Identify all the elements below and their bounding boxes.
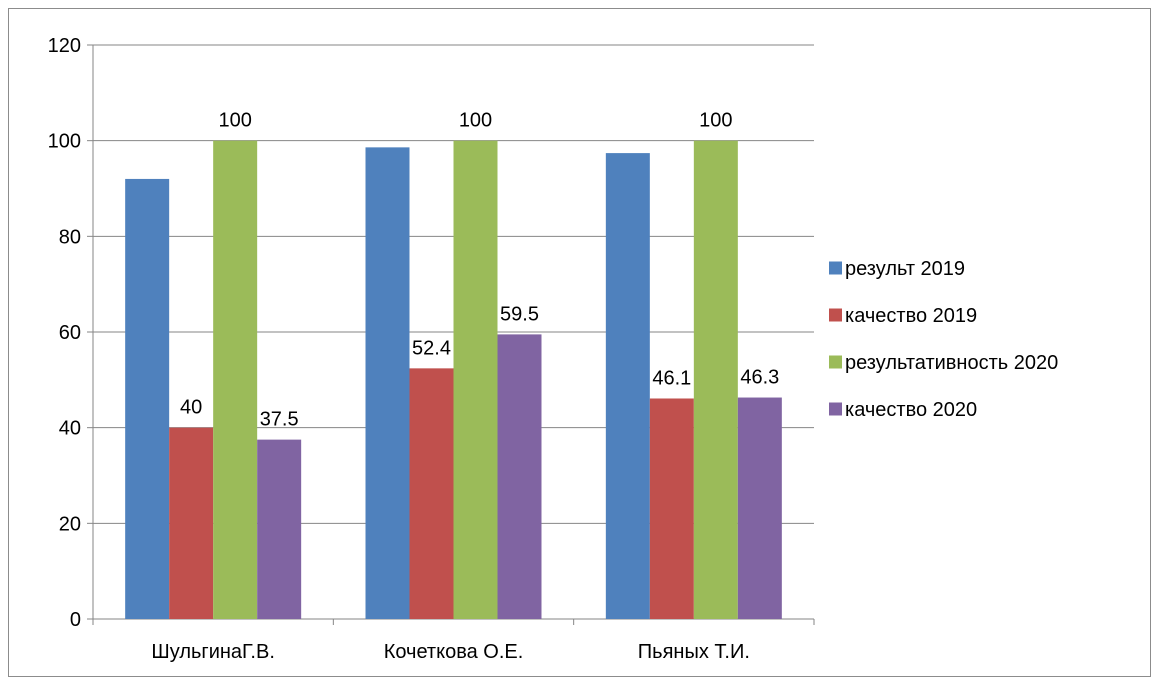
data-label: 52.4: [412, 337, 451, 359]
x-category-label: Кочеткова О.Е.: [384, 641, 524, 663]
data-label: 37.5: [260, 409, 299, 431]
bar: [737, 397, 782, 619]
y-tick-label: 20: [59, 513, 81, 535]
data-label: 100: [459, 110, 492, 132]
legend-swatch: [829, 355, 842, 369]
chart-frame: 0 20 40 60 80 100 120 40 100 37.5 52.4 100 59.5 46.1…: [8, 8, 1151, 677]
bar: [497, 334, 542, 619]
x-category-label: ШульгинаГ.В.: [151, 641, 274, 663]
x-category-label: Пьяных Т.И.: [638, 641, 750, 663]
y-tick-label: 0: [70, 609, 81, 631]
data-labels: 40 100 37.5 52.4 100 59.5 46.1 100 46.3: [180, 110, 779, 431]
x-category-labels: ШульгинаГ.В. Кочеткова О.Е. Пьяных Т.И.: [151, 641, 749, 663]
bar: [213, 140, 258, 619]
legend-label: качество 2019: [845, 305, 977, 327]
bar: [365, 147, 410, 619]
bar: [257, 439, 302, 619]
bar: [649, 398, 694, 619]
legend: результ 2019 качество 2019 результативност…: [829, 258, 1058, 421]
data-label: 100: [218, 110, 251, 132]
legend-label: результ 2019: [845, 258, 965, 280]
y-tick-label: 100: [48, 131, 81, 153]
data-label: 100: [699, 110, 732, 132]
legend-swatch: [829, 261, 842, 275]
data-label: 59.5: [500, 303, 539, 325]
bar-chart: 0 20 40 60 80 100 120 40 100 37.5 52.4 100 59.5 46.1…: [48, 35, 1059, 663]
legend-label: результативность 2020: [845, 352, 1058, 374]
bars: [125, 140, 782, 619]
bar: [453, 140, 498, 619]
y-tick-label: 40: [59, 418, 81, 440]
legend-label: качество 2020: [845, 399, 977, 421]
y-tick-labels: 0 20 40 60 80 100 120: [48, 35, 81, 631]
y-tick-label: 60: [59, 322, 81, 344]
bar: [693, 140, 738, 619]
bar: [125, 178, 170, 619]
data-label: 46.3: [740, 367, 779, 389]
bar: [605, 153, 650, 619]
data-label: 40: [180, 397, 202, 419]
bar: [169, 427, 214, 619]
bar: [409, 368, 454, 619]
data-label: 46.1: [652, 367, 691, 389]
y-tick-label: 80: [59, 226, 81, 248]
y-tick-label: 120: [48, 35, 81, 57]
legend-swatch: [829, 402, 842, 416]
legend-swatch: [829, 308, 842, 322]
